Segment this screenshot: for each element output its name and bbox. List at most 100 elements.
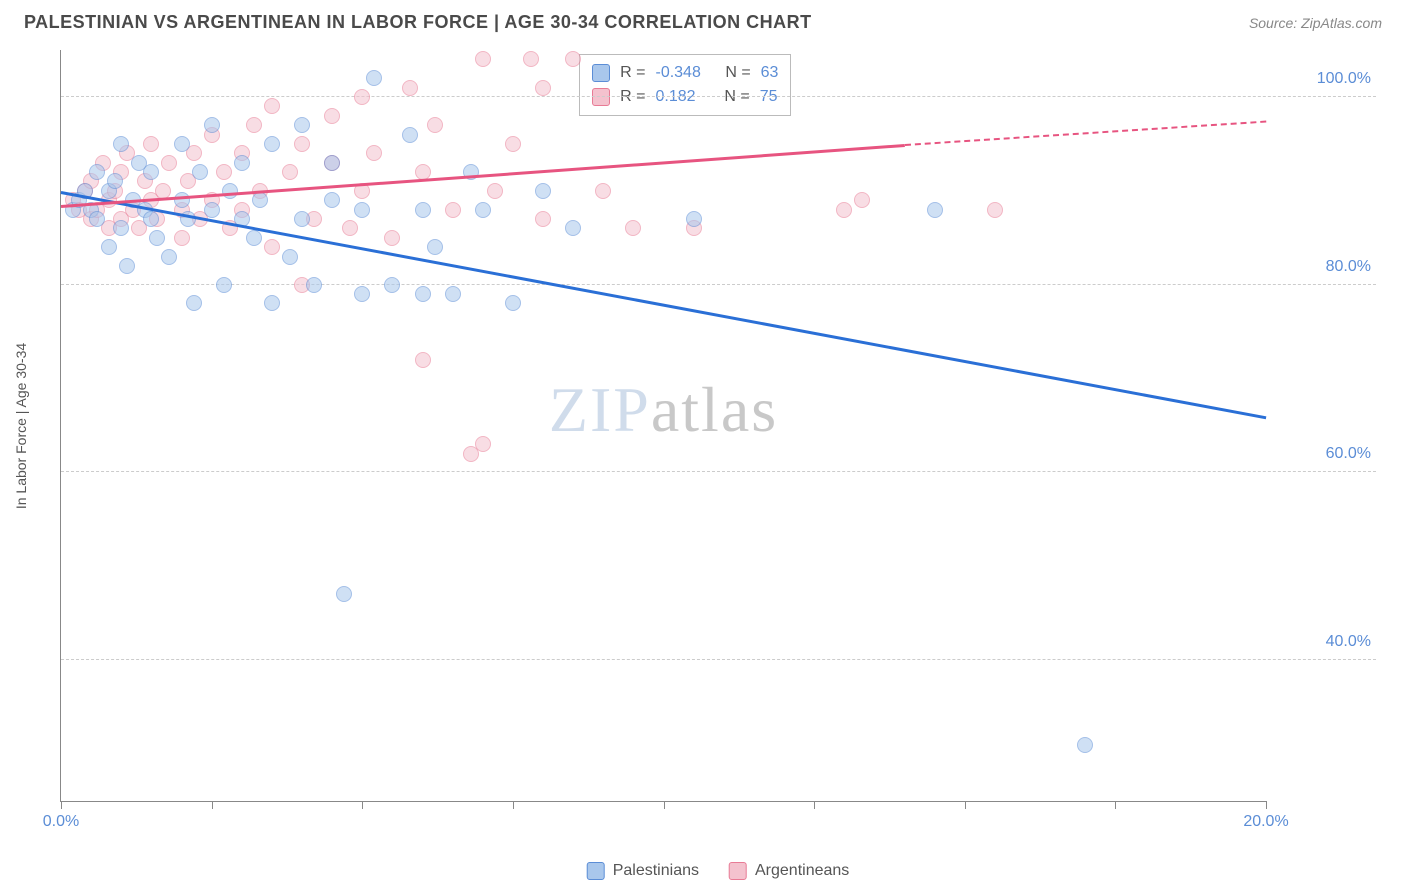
n-label: N =	[724, 85, 749, 109]
scatter-point	[294, 136, 310, 152]
x-tick	[664, 801, 665, 809]
watermark-zip: ZIP	[549, 374, 651, 445]
chart-container: In Labor Force | Age 30-34 ZIPatlas R = …	[60, 50, 1376, 832]
scatter-point	[264, 239, 280, 255]
scatter-point	[595, 183, 611, 199]
r-value-pink: 0.182	[655, 85, 695, 109]
scatter-point	[854, 192, 870, 208]
y-tick-label: 80.0%	[1326, 258, 1371, 276]
correlation-legend: R = -0.348 N = 63 R = 0.182 N = 75	[579, 54, 791, 116]
scatter-point	[113, 136, 129, 152]
scatter-point	[415, 202, 431, 218]
scatter-point	[264, 136, 280, 152]
scatter-point	[149, 230, 165, 246]
scatter-point	[294, 117, 310, 133]
scatter-point	[143, 136, 159, 152]
scatter-point	[294, 211, 310, 227]
x-tick	[212, 801, 213, 809]
x-tick-label: 20.0%	[1243, 813, 1288, 831]
scatter-point	[192, 164, 208, 180]
correlation-row-pink: R = 0.182 N = 75	[592, 85, 778, 109]
scatter-point	[324, 108, 340, 124]
chart-source: Source: ZipAtlas.com	[1249, 15, 1382, 31]
gridline	[61, 284, 1376, 285]
chart-title: PALESTINIAN VS ARGENTINEAN IN LABOR FORC…	[24, 12, 812, 33]
scatter-point	[1077, 737, 1093, 753]
r-label: R =	[620, 85, 645, 109]
y-tick-label: 100.0%	[1317, 70, 1371, 88]
n-value-blue: 63	[761, 61, 779, 85]
x-tick	[362, 801, 363, 809]
scatter-point	[523, 51, 539, 67]
scatter-point	[174, 192, 190, 208]
swatch-blue-icon	[592, 64, 610, 82]
swatch-pink-icon	[592, 88, 610, 106]
y-tick-label: 40.0%	[1326, 633, 1371, 651]
scatter-point	[427, 239, 443, 255]
scatter-point	[987, 202, 1003, 218]
scatter-point	[186, 295, 202, 311]
scatter-point	[402, 127, 418, 143]
scatter-point	[535, 211, 551, 227]
scatter-point	[927, 202, 943, 218]
watermark-atlas: atlas	[651, 374, 778, 445]
x-tick	[513, 801, 514, 809]
correlation-row-blue: R = -0.348 N = 63	[592, 61, 778, 85]
scatter-point	[252, 192, 268, 208]
gridline	[61, 471, 1376, 472]
scatter-point	[415, 352, 431, 368]
scatter-point	[336, 586, 352, 602]
scatter-point	[415, 286, 431, 302]
scatter-point	[107, 173, 123, 189]
scatter-point	[216, 164, 232, 180]
legend-label-blue: Palestinians	[613, 862, 699, 880]
trend-line	[61, 191, 1266, 419]
series-legend: Palestinians Argentineans	[587, 862, 850, 880]
scatter-point	[445, 202, 461, 218]
scatter-point	[836, 202, 852, 218]
scatter-point	[216, 277, 232, 293]
scatter-point	[282, 249, 298, 265]
scatter-point	[487, 183, 503, 199]
gridline	[61, 659, 1376, 660]
legend-label-pink: Argentineans	[755, 862, 849, 880]
n-label: N =	[725, 61, 750, 85]
scatter-point	[535, 183, 551, 199]
scatter-point	[475, 202, 491, 218]
scatter-point	[505, 295, 521, 311]
scatter-point	[535, 80, 551, 96]
scatter-point	[625, 220, 641, 236]
scatter-point	[101, 239, 117, 255]
scatter-point	[565, 51, 581, 67]
scatter-point	[354, 89, 370, 105]
scatter-point	[204, 202, 220, 218]
legend-item-blue: Palestinians	[587, 862, 699, 880]
scatter-point	[354, 286, 370, 302]
scatter-point	[161, 249, 177, 265]
scatter-point	[366, 145, 382, 161]
scatter-point	[324, 155, 340, 171]
y-tick-label: 60.0%	[1326, 445, 1371, 463]
scatter-point	[222, 183, 238, 199]
scatter-point	[161, 155, 177, 171]
scatter-point	[204, 117, 220, 133]
scatter-point	[89, 211, 105, 227]
y-axis-label: In Labor Force | Age 30-34	[13, 342, 29, 508]
scatter-point	[143, 211, 159, 227]
scatter-point	[89, 164, 105, 180]
scatter-point	[246, 117, 262, 133]
plot-area: In Labor Force | Age 30-34 ZIPatlas R = …	[60, 50, 1266, 802]
x-tick	[1266, 801, 1267, 809]
gridline	[61, 96, 1376, 97]
chart-header: PALESTINIAN VS ARGENTINEAN IN LABOR FORC…	[0, 0, 1406, 41]
scatter-point	[565, 220, 581, 236]
x-tick	[965, 801, 966, 809]
scatter-point	[445, 286, 461, 302]
trend-line-dashed	[904, 120, 1266, 145]
scatter-point	[686, 211, 702, 227]
scatter-point	[264, 295, 280, 311]
scatter-point	[475, 51, 491, 67]
x-tick	[1115, 801, 1116, 809]
x-tick	[814, 801, 815, 809]
scatter-point	[475, 436, 491, 452]
